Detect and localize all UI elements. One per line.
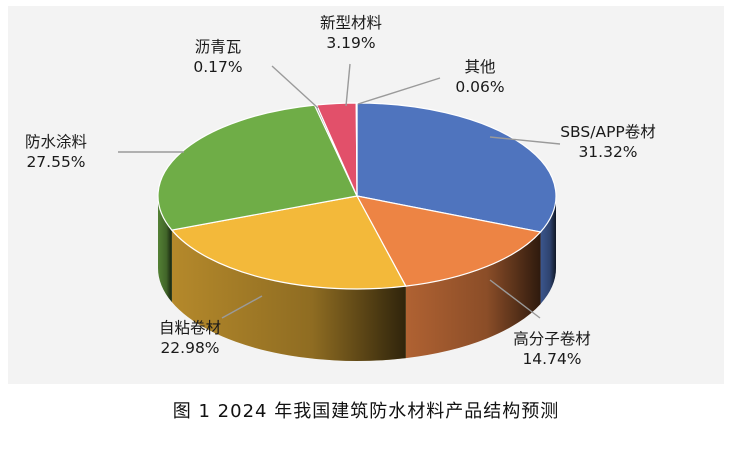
slice-percent-4: 0.17% [193, 58, 242, 76]
pie-side-shade-1 [405, 231, 541, 359]
slice-percent-5: 3.19% [326, 34, 375, 52]
slice-label-4: 沥青瓦 [195, 38, 242, 56]
slice-percent-0: 31.32% [578, 143, 637, 161]
slice-percent-1: 14.74% [522, 350, 581, 368]
leader-line-0 [489, 136, 561, 145]
leader-line-4 [271, 65, 319, 109]
leader-line-5 [345, 63, 351, 107]
slice-label-0: SBS/APP卷材 [560, 123, 656, 141]
pie-slice-6 [355, 102, 358, 197]
chart-caption: 图 1 2024 年我国建筑防水材料产品结构预测 [172, 401, 560, 422]
pie-side-shade-0 [540, 196, 556, 304]
pie-slice-1 [355, 195, 542, 287]
slice-label-2: 自粘卷材 [159, 319, 221, 337]
pie-side-shade-3 [158, 196, 172, 303]
pie-slice-2 [170, 195, 407, 290]
pie-slice-0 [356, 102, 557, 233]
slice-percent-2: 22.98% [160, 339, 219, 357]
slice-percent-6: 0.06% [455, 78, 504, 96]
pie-side-shade-2 [171, 230, 406, 361]
leader-line-1 [489, 279, 541, 319]
slice-label-1: 高分子卷材 [513, 330, 591, 348]
leader-line-6 [357, 77, 441, 105]
leader-line-2 [221, 295, 263, 319]
slice-percent-3: 27.55% [26, 153, 85, 171]
slice-label-6: 其他 [464, 58, 495, 76]
slice-label-5: 新型材料 [320, 14, 382, 32]
slice-label-3: 防水涂料 [25, 133, 87, 151]
